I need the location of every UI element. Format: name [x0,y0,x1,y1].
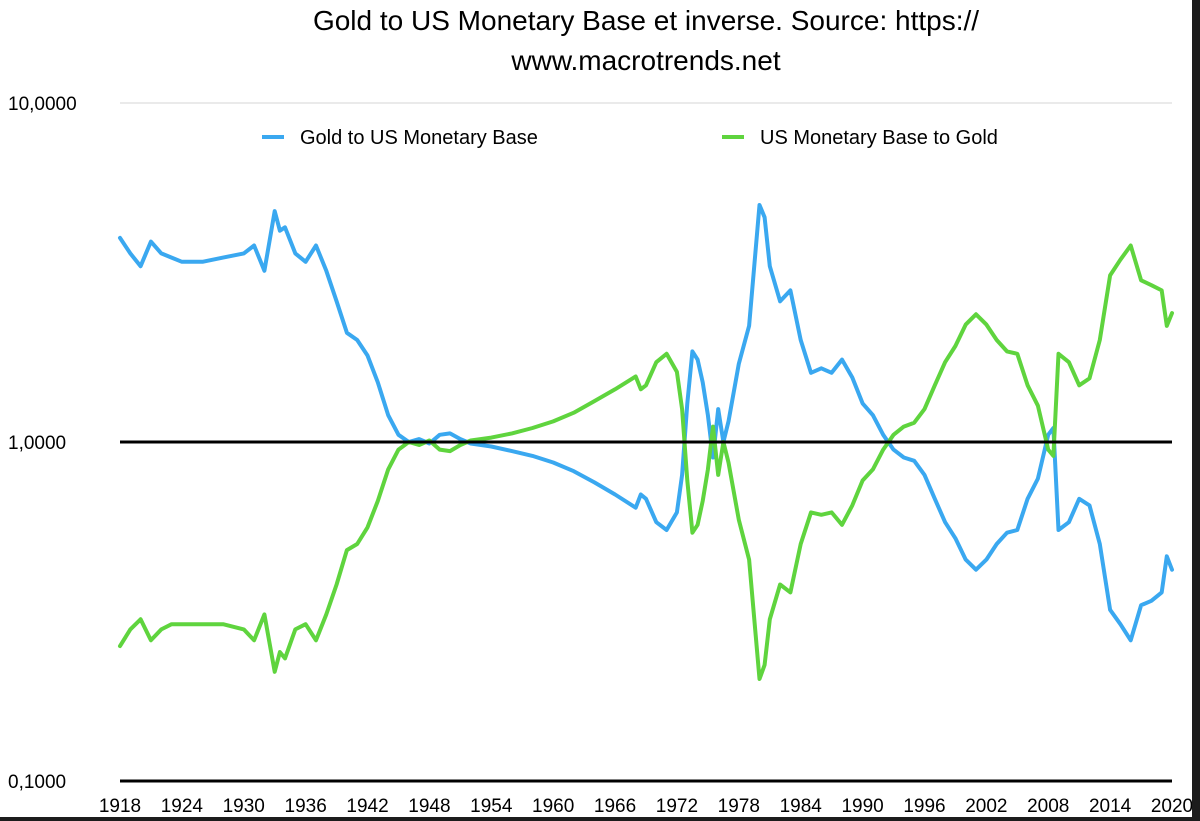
x-tick-label: 1984 [780,796,823,817]
x-tick-label: 1978 [718,796,760,817]
legend: Gold to US Monetary Base US Monetary Base… [262,127,998,149]
chart-title-line-1: Gold to US Monetary Base et inverse. Sou… [313,5,979,36]
y-tick-label: 1,0000 [8,433,66,454]
x-tick-label: 1924 [161,796,204,817]
series-layer [118,203,1174,783]
y-tick-label: 10,0000 [8,94,77,115]
x-tick-label: 1996 [903,796,945,817]
x-tick-label: 1948 [408,796,450,817]
legend-label: Gold to US Monetary Base [300,127,538,149]
y-axis-ticks: 10,0000 1,0000 0,1000 [8,94,77,793]
legend-label: US Monetary Base to Gold [760,127,998,149]
x-axis-ticks: 1918 1924 1930 1936 1942 1948 1954 1960 1966 1972… [99,796,1192,817]
chart-title-line-2: www.macrotrends.net [510,45,780,76]
x-tick-label: 2020 [1151,796,1192,817]
x-tick-label: 1966 [594,796,636,817]
x-tick-label: 2014 [1089,796,1132,817]
x-tick-label: 1960 [532,796,574,817]
x-tick-label: 1954 [470,796,513,817]
x-tick-label: 1918 [99,796,141,817]
x-tick-label: 2008 [1027,796,1069,817]
x-tick-label: 1990 [841,796,883,817]
x-tick-label: 1942 [346,796,388,817]
series-line-gold-to-base [118,203,1174,643]
x-tick-label: 1930 [223,796,265,817]
x-tick-label: 2002 [965,796,1007,817]
x-tick-label: 1936 [285,796,327,817]
y-tick-label: 0,1000 [8,772,66,793]
x-tick-label: 1972 [656,796,698,817]
series-line-base-to-gold [118,243,1174,681]
